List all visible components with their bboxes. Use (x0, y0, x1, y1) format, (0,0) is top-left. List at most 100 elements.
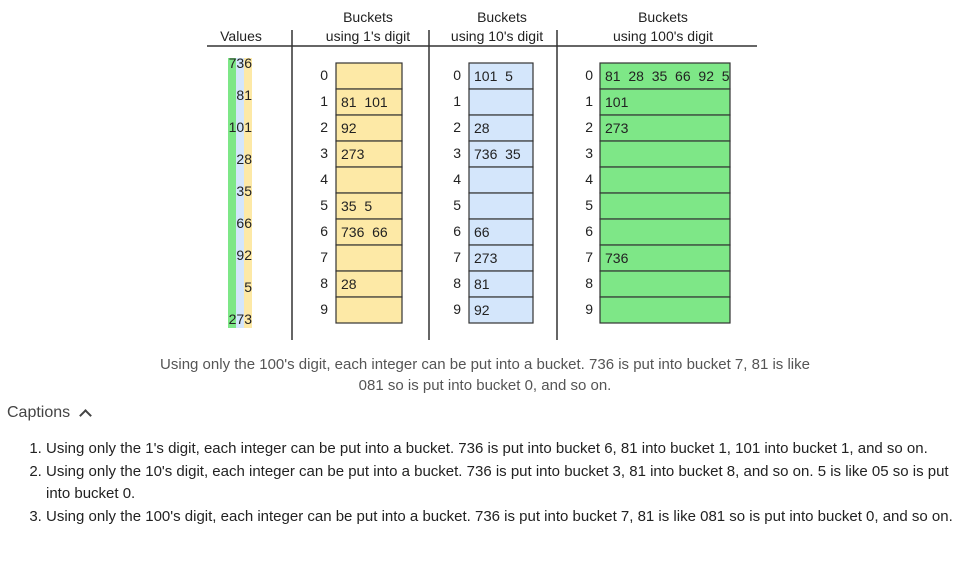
tens-bucket (468, 218, 534, 246)
hundreds-index: 3 (585, 145, 593, 161)
value-item: 66 (236, 215, 252, 231)
ones-index: 8 (320, 275, 328, 291)
ones-index: 9 (320, 301, 328, 317)
value-item: 273 (229, 311, 253, 327)
hundreds-header-line2: using 100's digit (613, 28, 713, 44)
ones-index: 4 (320, 171, 328, 187)
value-item: 92 (236, 247, 252, 263)
tens-index: 5 (453, 197, 461, 213)
ones-bucket-content: 35 5 (341, 198, 372, 214)
value-item: 81 (236, 87, 252, 103)
tens-bucket-content: 273 (474, 250, 498, 266)
hundreds-buckets: 0 81 28 35 66 92 5 1 101 2 273 3 4 5 6 7 736 8 9 (585, 62, 731, 324)
tens-header-line1: Buckets (477, 9, 527, 25)
tens-index: 7 (453, 249, 461, 265)
captions-toggle[interactable]: Captions (7, 404, 93, 422)
ones-bucket (335, 114, 403, 142)
chevron-up-icon (79, 409, 93, 422)
tens-bucket-content: 81 (474, 276, 490, 292)
hundreds-header-line1: Buckets (638, 9, 688, 25)
tens-header-line2: using 10's digit (451, 28, 543, 44)
hundreds-bucket (599, 270, 731, 298)
tens-index: 3 (453, 145, 461, 161)
values-list: 736 81 101 28 35 66 92 5 273 (229, 55, 253, 327)
ones-bucket-content: 81 101 (341, 94, 388, 110)
ones-bucket (335, 140, 403, 168)
tens-bucket (468, 62, 534, 90)
ones-index: 3 (320, 145, 328, 161)
tens-bucket-content: 28 (474, 120, 490, 136)
ones-bucket (335, 192, 403, 220)
values-header: Values (220, 28, 262, 44)
ones-buckets: 0 1 81 101 2 92 3 273 4 5 35 5 6 736 66 7 8 28 9 (320, 62, 403, 324)
value-item: 35 (236, 183, 252, 199)
tens-bucket (468, 192, 534, 220)
ones-index: 6 (320, 223, 328, 239)
ones-index: 7 (320, 249, 328, 265)
ones-index: 1 (320, 93, 328, 109)
value-bar-green (228, 58, 236, 328)
ones-header-line1: Buckets (343, 9, 393, 25)
ones-header-line2: using 1's digit (326, 28, 411, 44)
hundreds-index: 7 (585, 249, 593, 265)
hundreds-bucket (599, 218, 731, 246)
hundreds-bucket (599, 140, 731, 168)
hundreds-index: 6 (585, 223, 593, 239)
tens-index: 8 (453, 275, 461, 291)
value-item: 736 (229, 55, 253, 71)
tens-bucket-content: 736 35 (474, 146, 521, 162)
hundreds-index: 2 (585, 119, 593, 135)
tens-index: 6 (453, 223, 461, 239)
hundreds-bucket-content: 81 28 35 66 92 5 (605, 68, 730, 84)
value-bar-yellow (244, 58, 252, 328)
ones-bucket-content: 273 (341, 146, 365, 162)
hundreds-bucket-content: 273 (605, 120, 629, 136)
hundreds-index: 9 (585, 301, 593, 317)
tens-bucket (468, 114, 534, 142)
value-item: 5 (244, 279, 252, 295)
caption-item: Using only the 10's digit, each integer … (46, 461, 958, 506)
hundreds-bucket (599, 62, 731, 90)
hundreds-index: 1 (585, 93, 593, 109)
captions-list: Using only the 1's digit, each integer c… (20, 438, 958, 528)
ones-bucket (335, 88, 403, 116)
hundreds-bucket (599, 296, 731, 324)
ones-bucket (335, 296, 403, 324)
ones-bucket-content: 28 (341, 276, 357, 292)
ones-bucket (335, 166, 403, 194)
ones-bucket (335, 244, 403, 272)
tens-bucket-content: 66 (474, 224, 490, 240)
tens-bucket (468, 140, 534, 168)
tens-index: 1 (453, 93, 461, 109)
tens-bucket (468, 296, 534, 324)
hundreds-bucket-content: 101 (605, 94, 629, 110)
tens-bucket (468, 166, 534, 194)
ones-bucket (335, 218, 403, 246)
hundreds-bucket (599, 166, 731, 194)
value-bar-blue (236, 58, 244, 328)
hundreds-bucket (599, 192, 731, 220)
hundreds-index: 8 (585, 275, 593, 291)
tens-bucket (468, 88, 534, 116)
diagram-caption: Using only the 100's digit, each integer… (160, 356, 810, 394)
hundreds-index: 5 (585, 197, 593, 213)
ones-index: 5 (320, 197, 328, 213)
tens-index: 4 (453, 171, 461, 187)
tens-bucket-content: 92 (474, 302, 490, 318)
tens-index: 0 (453, 67, 461, 83)
tens-bucket (468, 244, 534, 272)
captions-toggle-label: Captions (7, 404, 71, 421)
hundreds-index: 4 (585, 171, 593, 187)
hundreds-index: 0 (585, 67, 593, 83)
ones-index: 0 (320, 67, 328, 83)
value-item: 101 (229, 119, 253, 135)
value-item: 28 (236, 151, 252, 167)
ones-index: 2 (320, 119, 328, 135)
hundreds-bucket (599, 88, 731, 116)
tens-index: 9 (453, 301, 461, 317)
caption-item: Using only the 1's digit, each integer c… (46, 438, 958, 461)
caption-item: Using only the 100's digit, each integer… (46, 506, 958, 529)
radix-sort-diagram: Values Buckets using 1's digit Buckets u… (207, 9, 757, 340)
ones-bucket (335, 270, 403, 298)
